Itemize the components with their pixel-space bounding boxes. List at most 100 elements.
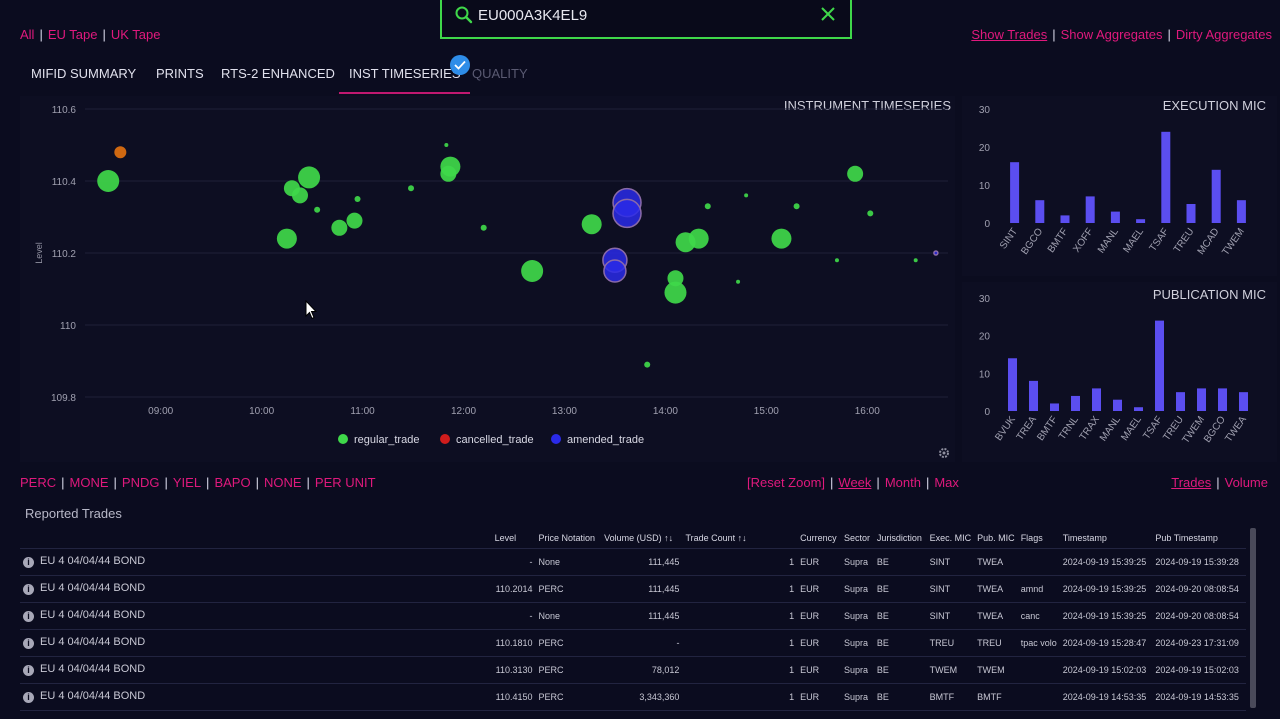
legend-marker[interactable] <box>338 434 348 444</box>
header-timestamp[interactable]: Timestamp <box>1059 528 1153 549</box>
amended-trade-point[interactable] <box>933 250 939 256</box>
table-row[interactable]: i EU 4 04/04/44 BOND - None 111,445 1 EUR Supra… <box>20 602 1246 630</box>
trade-name[interactable]: EU 4 04/04/44 BOND <box>40 636 146 648</box>
header-price-notation[interactable]: Price Notation <box>535 528 602 549</box>
tape-all-link[interactable]: All <box>20 27 35 42</box>
legend-marker[interactable] <box>551 434 561 444</box>
header-trade-count[interactable]: Trade Count ↑↓ <box>682 528 798 549</box>
regular-trade-point[interactable] <box>644 361 651 368</box>
trade-name[interactable]: EU 4 04/04/44 BOND <box>40 609 146 621</box>
bar[interactable] <box>1155 320 1164 411</box>
zoom-max-link[interactable]: Max <box>934 475 959 490</box>
reset-zoom-link[interactable]: [Reset Zoom] <box>747 475 826 490</box>
info-icon[interactable]: i <box>23 665 34 676</box>
table-row[interactable]: i EU 4 04/04/44 BOND - None 111,445 1 EUR Supra… <box>20 548 1246 576</box>
regular-trade-point[interactable] <box>444 143 449 147</box>
regular-trade-point[interactable] <box>521 260 544 282</box>
bar[interactable] <box>1008 358 1017 411</box>
bar[interactable] <box>1085 196 1095 223</box>
show-aggregates-link[interactable]: Show Aggregates <box>1060 27 1163 42</box>
header-pub-timestamp[interactable]: Pub Timestamp <box>1152 528 1246 549</box>
tape-uk-link[interactable]: UK Tape <box>110 27 161 42</box>
regular-trade-point[interactable] <box>688 228 709 249</box>
tab-inst-timeseries[interactable]: INST TIMESERIES <box>339 64 470 94</box>
search-input[interactable] <box>478 4 808 26</box>
regular-trade-point[interactable] <box>736 279 741 284</box>
regular-trade-point[interactable] <box>704 203 711 210</box>
bar[interactable] <box>1161 131 1171 223</box>
legend-marker[interactable] <box>440 434 450 444</box>
regular-trade-point[interactable] <box>667 270 684 287</box>
table-scrollbar[interactable] <box>1250 528 1256 708</box>
regular-trade-point[interactable] <box>314 206 321 213</box>
trade-name-cell[interactable]: i EU 4 04/04/44 BOND <box>20 575 492 603</box>
table-row[interactable]: i EU 4 04/04/44 BOND 110.2014 PERC 111,445 1 E… <box>20 575 1246 603</box>
bar[interactable] <box>1092 388 1101 411</box>
filter-perc[interactable]: PERC <box>20 475 57 490</box>
regular-trade-point[interactable] <box>847 165 864 182</box>
bar[interactable] <box>1110 211 1120 223</box>
bar[interactable] <box>1060 215 1070 223</box>
trade-name[interactable]: EU 4 04/04/44 BOND <box>40 555 146 567</box>
regular-trade-point[interactable] <box>834 258 839 263</box>
trade-name-cell[interactable]: i EU 4 04/04/44 BOND <box>20 629 492 657</box>
execution-mic-chart[interactable]: EXECUTION MIC 0 10 20 30 SINT BGCO BMTF XOFF MAN… <box>962 96 1277 276</box>
header-pub-mic[interactable]: Pub. MIC <box>974 528 1018 549</box>
table-row[interactable]: i EU 4 04/04/44 BOND 110.1810 PERC -1 EUR Supr… <box>20 629 1246 657</box>
view-volume-link[interactable]: Volume <box>1224 475 1268 490</box>
bar[interactable] <box>1218 388 1227 411</box>
header-exec-mic[interactable]: Exec. MIC <box>926 528 975 549</box>
bar[interactable] <box>1035 200 1045 223</box>
trade-name[interactable]: EU 4 04/04/44 BOND <box>40 582 146 594</box>
bar[interactable] <box>1071 395 1080 411</box>
legend-label[interactable]: regular_trade <box>354 434 419 446</box>
regular-trade-point[interactable] <box>97 170 120 192</box>
regular-trade-point[interactable] <box>867 210 874 217</box>
table-row[interactable]: i EU 4 04/04/44 BOND 110.4150 PERC 3,343,360… <box>20 683 1246 711</box>
bar[interactable] <box>1239 392 1248 411</box>
filter-pndg[interactable]: PNDG <box>121 475 160 490</box>
legend-label[interactable]: amended_trade <box>567 434 644 446</box>
regular-trade-point[interactable] <box>354 196 361 202</box>
info-icon[interactable]: i <box>23 584 34 595</box>
trade-name[interactable]: EU 4 04/04/44 BOND <box>40 663 146 675</box>
regular-trade-point[interactable] <box>480 224 487 231</box>
bar[interactable] <box>1176 392 1185 411</box>
info-icon[interactable]: i <box>23 638 34 649</box>
bar[interactable] <box>1136 219 1146 223</box>
settings-icon[interactable] <box>939 448 949 458</box>
info-icon[interactable]: i <box>23 557 34 568</box>
legend-label[interactable]: cancelled_trade <box>456 434 534 446</box>
trade-name-cell[interactable]: i EU 4 04/04/44 BOND <box>20 548 492 576</box>
filter-none[interactable]: NONE <box>263 475 302 490</box>
header-flags[interactable]: Flags <box>1017 528 1060 549</box>
regular-trade-point[interactable] <box>276 228 297 249</box>
filter-bapo[interactable]: BAPO <box>214 475 251 490</box>
tab-mifid-summary[interactable]: MIFID SUMMARY <box>31 66 137 81</box>
bar[interactable] <box>1113 399 1122 411</box>
bar[interactable] <box>1029 380 1038 411</box>
regular-trade-point[interactable] <box>913 258 918 263</box>
header-jurisdiction[interactable]: Jurisdiction <box>873 528 927 549</box>
tab-prints[interactable]: PRINTS <box>156 66 204 81</box>
trade-name[interactable]: EU 4 04/04/44 BOND <box>40 690 146 702</box>
filter-yiel[interactable]: YIEL <box>172 475 202 490</box>
header-volume[interactable]: Volume (USD) ↑↓ <box>601 528 683 549</box>
regular-trade-point[interactable] <box>744 193 749 198</box>
regular-trade-point[interactable] <box>440 156 461 177</box>
trade-name-cell[interactable]: i EU 4 04/04/44 BOND <box>20 683 492 711</box>
bar[interactable] <box>1050 403 1059 411</box>
tab-rts2-enhanced[interactable]: RTS-2 ENHANCED <box>221 66 335 81</box>
filter-mone[interactable]: MONE <box>69 475 109 490</box>
table-row[interactable]: i EU 4 04/04/44 BOND 110.3130 PERC 78,012 1 EU… <box>20 656 1246 684</box>
regular-trade-point[interactable] <box>408 185 415 192</box>
view-trades-link[interactable]: Trades <box>1171 475 1212 490</box>
instrument-timeseries-chart[interactable]: INSTRUMENT TIMESERIES Level 109.8 110 110.… <box>20 96 955 462</box>
bar[interactable] <box>1236 200 1246 223</box>
tab-quality[interactable]: QUALITY <box>472 66 528 81</box>
zoom-month-link[interactable]: Month <box>884 475 921 490</box>
bar[interactable] <box>1134 407 1143 411</box>
bar[interactable] <box>1197 388 1206 411</box>
info-icon[interactable]: i <box>23 692 34 703</box>
trade-name-cell[interactable]: i EU 4 04/04/44 BOND <box>20 656 492 684</box>
